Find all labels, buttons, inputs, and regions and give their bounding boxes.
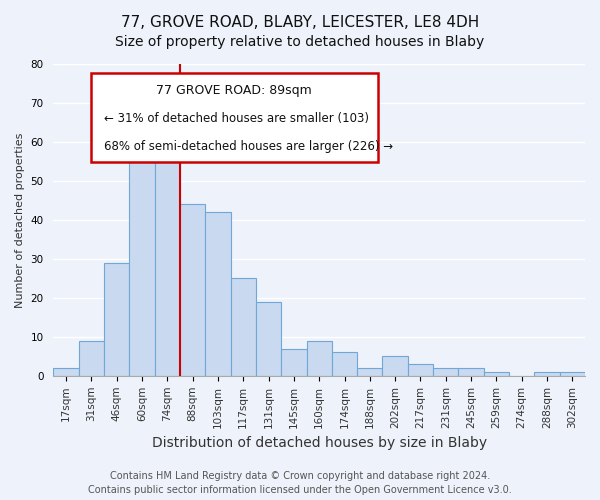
Bar <box>230 278 256 376</box>
Text: Size of property relative to detached houses in Blaby: Size of property relative to detached ho… <box>115 35 485 49</box>
Bar <box>256 302 281 376</box>
Bar <box>53 368 79 376</box>
Bar <box>104 263 130 376</box>
Bar <box>180 204 205 376</box>
Bar <box>484 372 509 376</box>
Y-axis label: Number of detached properties: Number of detached properties <box>15 132 25 308</box>
Text: 68% of semi-detached houses are larger (226) →: 68% of semi-detached houses are larger (… <box>104 140 393 153</box>
Text: 77 GROVE ROAD: 89sqm: 77 GROVE ROAD: 89sqm <box>156 84 312 98</box>
Bar <box>433 368 458 376</box>
Bar <box>357 368 382 376</box>
Bar <box>332 352 357 376</box>
FancyBboxPatch shape <box>91 74 377 162</box>
Bar <box>205 212 230 376</box>
Bar <box>458 368 484 376</box>
Bar <box>79 340 104 376</box>
Bar <box>535 372 560 376</box>
Bar <box>155 138 180 376</box>
Bar <box>281 348 307 376</box>
Bar <box>307 340 332 376</box>
Bar <box>130 138 155 376</box>
Bar <box>408 364 433 376</box>
X-axis label: Distribution of detached houses by size in Blaby: Distribution of detached houses by size … <box>152 436 487 450</box>
Text: 77, GROVE ROAD, BLABY, LEICESTER, LE8 4DH: 77, GROVE ROAD, BLABY, LEICESTER, LE8 4D… <box>121 15 479 30</box>
Text: ← 31% of detached houses are smaller (103): ← 31% of detached houses are smaller (10… <box>104 112 369 126</box>
Text: Contains HM Land Registry data © Crown copyright and database right 2024.
Contai: Contains HM Land Registry data © Crown c… <box>88 471 512 495</box>
Bar <box>560 372 585 376</box>
Bar <box>382 356 408 376</box>
